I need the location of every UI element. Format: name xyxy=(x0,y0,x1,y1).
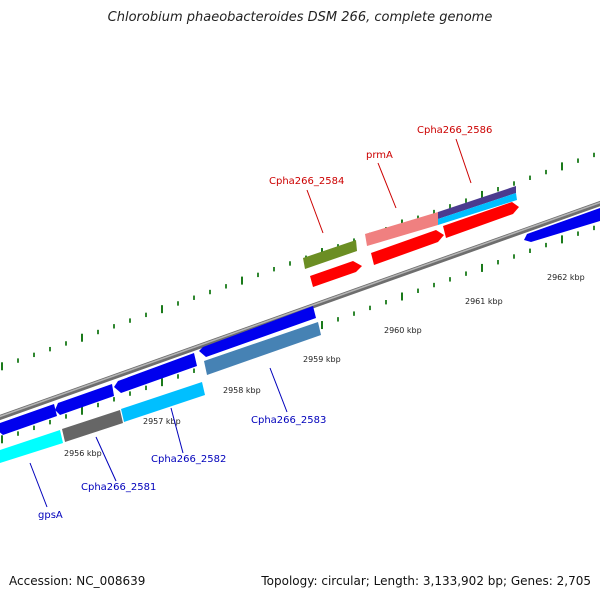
genome-backbone-highlight xyxy=(0,201,600,418)
gene-label-prma[interactable]: prmA xyxy=(366,150,393,161)
gene-feature-fwd-1[interactable] xyxy=(310,261,362,287)
gene-label-cpha266-2581[interactable]: Cpha266_2581 xyxy=(81,482,156,493)
gene-feature-rev-4[interactable] xyxy=(199,306,316,357)
scale-label-2959: 2959 kbp xyxy=(303,355,341,364)
accession-text: Accession: NC_008639 xyxy=(9,574,146,588)
scale-label-2961: 2961 kbp xyxy=(465,297,503,306)
gene-feature-gpsa[interactable] xyxy=(0,430,63,463)
gene-label-cpha266-2586[interactable]: Cpha266_2586 xyxy=(417,125,492,136)
gene-feature-cpha266-2584[interactable] xyxy=(303,240,357,269)
gene-feature-rev-1[interactable] xyxy=(0,404,57,435)
gene-feature-cpha266-2586-b[interactable] xyxy=(438,193,517,225)
gene-feature-cpha266-2583[interactable] xyxy=(204,322,321,375)
scale-label-2962: 2962 kbp xyxy=(547,273,585,282)
gene-feature-fwd-2[interactable] xyxy=(371,230,444,265)
gene-feature-fwd-3[interactable] xyxy=(443,202,519,238)
scale-label-2957: 2957 kbp xyxy=(143,417,181,426)
genome-backbone xyxy=(0,200,600,421)
topology-text: Topology: circular; Length: 3,133,902 bp… xyxy=(261,574,591,588)
gene-feature-rev-2[interactable] xyxy=(55,384,114,415)
scale-label-2956: 2956 kbp xyxy=(64,449,102,458)
gene-feature-prma[interactable] xyxy=(365,212,438,246)
gene-feature-cpha266-2586-a[interactable] xyxy=(438,186,516,219)
gene-feature-rev-3[interactable] xyxy=(114,353,197,393)
gene-label-gpsa[interactable]: gpsA xyxy=(38,510,63,521)
scale-ticks-lower xyxy=(1,225,595,444)
forward-callouts xyxy=(306,138,472,234)
scale-label-2958: 2958 kbp xyxy=(223,386,261,395)
gene-feature-cpha266-2581[interactable] xyxy=(62,410,123,442)
gene-labels: Cpha266_2584 prmA Cpha266_2586 gpsA Cpha… xyxy=(38,125,492,521)
scale-labels: 2956 kbp 2957 kbp 2958 kbp 2959 kbp 2960… xyxy=(64,273,585,458)
gene-feature-cpha266-2582[interactable] xyxy=(121,382,205,422)
gene-feature-rev-right[interactable] xyxy=(524,208,600,242)
gene-label-cpha266-2584[interactable]: Cpha266_2584 xyxy=(269,176,344,187)
map-title: Chlorobium phaeobacteroides DSM 266, com… xyxy=(107,10,493,25)
reverse-callouts xyxy=(29,367,288,508)
gene-label-cpha266-2582[interactable]: Cpha266_2582 xyxy=(151,454,226,465)
scale-label-2960: 2960 kbp xyxy=(384,326,422,335)
gene-features xyxy=(0,186,600,463)
gene-label-cpha266-2583[interactable]: Cpha266_2583 xyxy=(251,415,326,426)
